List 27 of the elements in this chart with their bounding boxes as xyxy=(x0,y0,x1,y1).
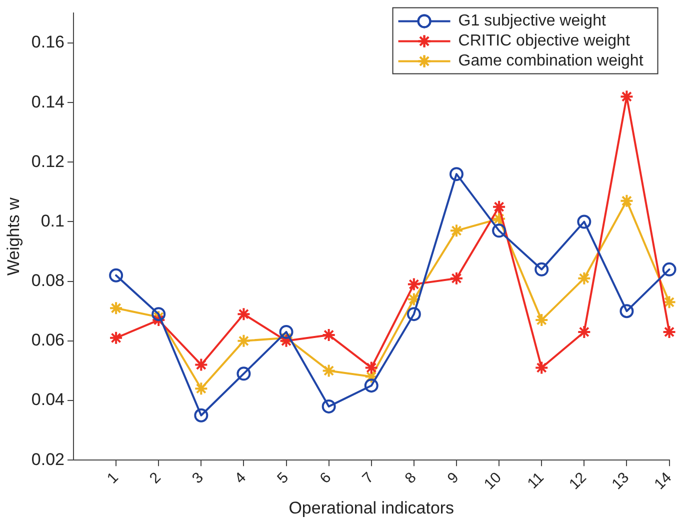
x-tick-label: 11 xyxy=(524,469,548,492)
y-tick-label: 0.04 xyxy=(31,390,64,410)
x-tick-label: 8 xyxy=(402,469,420,488)
x-tick-label: 14 xyxy=(651,469,676,493)
x-axis-title: Operational indicators xyxy=(288,498,454,518)
y-tick-label: 0.16 xyxy=(31,32,64,52)
y-tick-label: 0.06 xyxy=(31,330,64,350)
y-tick-label: 0.1 xyxy=(40,211,64,230)
x-tick-label: 6 xyxy=(316,469,335,488)
x-tick-label: 9 xyxy=(444,469,462,488)
x-tick-label: 2 xyxy=(146,469,164,488)
y-tick-label: 0.12 xyxy=(31,152,64,171)
legend-label: CRITIC objective weight xyxy=(458,32,630,50)
x-tick-label: 13 xyxy=(608,469,632,493)
y-axis-title: Weights w xyxy=(4,196,23,276)
legend-label: Game combination weight xyxy=(458,52,644,70)
x-tick-label: 10 xyxy=(480,469,505,493)
y-tick-label: 0.02 xyxy=(31,450,64,469)
y-tick-label: 0.08 xyxy=(31,271,64,290)
x-tick-label: 4 xyxy=(232,469,250,488)
x-tick-label: 5 xyxy=(274,469,292,488)
x-tick-label: 3 xyxy=(188,469,207,488)
x-tick-label: 12 xyxy=(566,469,590,493)
x-tick-label: 1 xyxy=(104,469,122,488)
y-tick-label: 0.14 xyxy=(31,92,64,112)
legend-label: G1 subjective weight xyxy=(458,12,606,30)
x-tick-label: 7 xyxy=(359,469,378,488)
